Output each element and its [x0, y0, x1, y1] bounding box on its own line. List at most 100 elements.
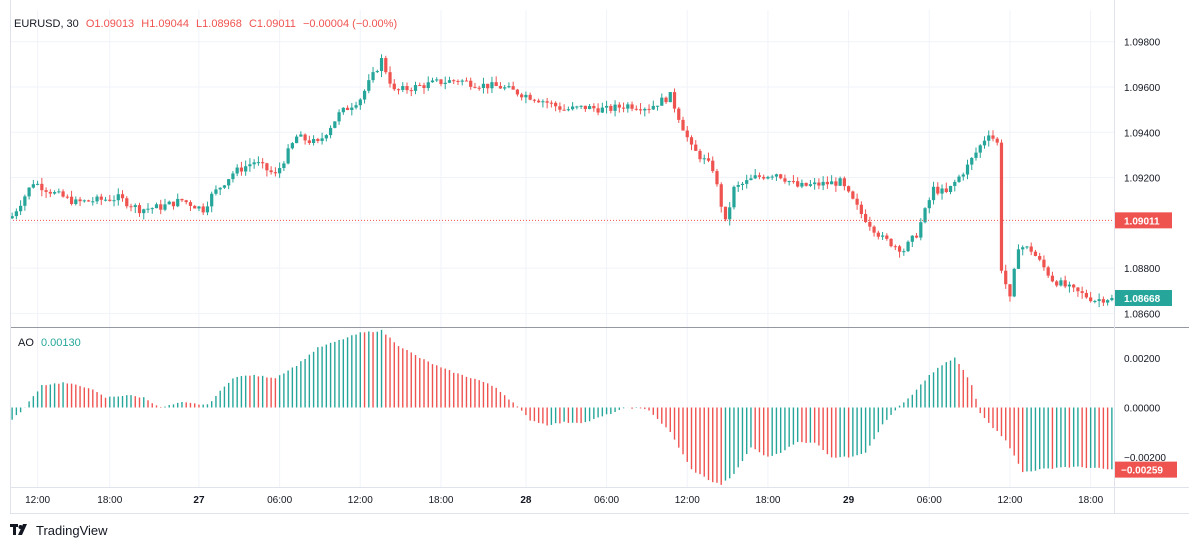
candle-body — [677, 108, 681, 120]
symbol-name[interactable]: EURUSD, 30 — [14, 18, 79, 30]
candle-body — [65, 196, 69, 198]
candle-body — [592, 106, 596, 109]
candle-body — [643, 108, 647, 111]
candle-body — [779, 174, 783, 179]
candle-body — [333, 121, 337, 128]
candle-body — [193, 205, 197, 209]
candle-body — [936, 186, 940, 194]
candle-body — [749, 178, 753, 181]
candle-body — [953, 181, 957, 186]
candle-body — [469, 80, 473, 87]
tradingview-logo[interactable]: TradingView — [10, 523, 108, 538]
candle-body — [316, 139, 320, 141]
candle-body — [248, 164, 252, 167]
candle-body — [295, 136, 299, 144]
ao-value: 0.00130 — [40, 337, 81, 349]
candle-body — [961, 174, 965, 177]
candle-body — [456, 80, 460, 82]
candle-body — [617, 104, 621, 108]
candle-body — [830, 181, 834, 185]
candle-body — [507, 86, 511, 88]
candle-body — [681, 119, 685, 131]
candle-body — [481, 83, 486, 88]
candle-body — [702, 158, 706, 160]
candle-body — [82, 200, 86, 202]
candle-body — [1004, 270, 1008, 285]
candle-body — [1089, 297, 1093, 302]
candle-body — [133, 205, 137, 207]
candle-body — [31, 184, 35, 188]
ao-axis-label: 0.00200 — [1124, 354, 1161, 365]
candle-body — [290, 143, 294, 149]
candle-body — [1080, 291, 1084, 293]
candle-body — [464, 80, 469, 82]
price-axis-labels: 1.09800 1.09600 1.09400 1.09200 1.08800 1.086… — [1115, 38, 1172, 320]
candle-body — [689, 137, 694, 145]
candle-body — [452, 80, 456, 82]
candle-body — [817, 182, 821, 186]
candle-body — [706, 158, 711, 161]
candle-body — [511, 86, 515, 90]
candle-body — [931, 186, 936, 201]
candle-body — [757, 175, 762, 177]
candle-body — [1042, 259, 1046, 268]
candle-body — [218, 187, 222, 190]
candle-body — [558, 106, 562, 110]
candle-body — [876, 232, 880, 237]
candle-body — [999, 142, 1004, 271]
candle-body — [736, 184, 740, 187]
candle-body — [863, 214, 868, 222]
candle-body — [694, 144, 698, 151]
candle-body — [880, 235, 885, 237]
candle-body — [341, 107, 345, 113]
candle-body — [613, 104, 617, 111]
candle-body — [99, 196, 103, 200]
ao-legend: AO 0.00130 — [18, 337, 85, 349]
price-axis-label: 1.08800 — [1124, 264, 1161, 275]
brand-name: TradingView — [36, 523, 108, 538]
time-axis-label: 28 — [520, 495, 532, 506]
candle-body — [554, 102, 558, 107]
candle-body — [672, 92, 677, 109]
candle-body — [995, 138, 999, 143]
candle-body — [1012, 268, 1016, 297]
candle-body — [838, 178, 842, 186]
candle-body — [61, 191, 65, 197]
candle-body — [974, 152, 978, 158]
time-axis-label: 12:00 — [25, 495, 50, 506]
candle-body — [571, 106, 575, 110]
time-axis-labels: 12:00 18:00 27 06:00 12:00 18:00 28 06:00 12:00 1… — [25, 495, 1104, 506]
candle-body — [1055, 281, 1059, 286]
candle-body — [1046, 267, 1050, 276]
ao-name[interactable]: AO — [18, 337, 34, 349]
candle-body — [405, 86, 409, 91]
candle-body — [350, 107, 354, 111]
candle-body — [545, 101, 549, 103]
close-value: C1.09011 — [248, 18, 296, 30]
candle-body — [791, 181, 796, 183]
candle-body — [1067, 284, 1072, 287]
price-axis-label: 1.08600 — [1124, 309, 1161, 320]
candle-body — [579, 105, 583, 107]
candle-body — [379, 58, 384, 72]
candle-body — [14, 211, 18, 217]
candle-body — [205, 206, 210, 213]
candle-body — [965, 164, 970, 175]
candle-body — [655, 105, 660, 107]
candle-body — [537, 100, 541, 103]
candle-body — [311, 139, 316, 143]
candle-body — [244, 166, 248, 172]
candle-body — [609, 105, 613, 111]
candle-body — [413, 85, 418, 91]
candle-body — [1106, 300, 1110, 303]
ao-value-badge-text: −0.00259 — [1121, 466, 1163, 477]
candle-body — [664, 97, 668, 103]
last-price-badge-text: 1.08668 — [1124, 294, 1161, 305]
candle-body — [698, 150, 702, 160]
time-axis-label: 06:00 — [267, 495, 292, 506]
candle-body — [286, 148, 290, 164]
candle-body — [1033, 251, 1038, 256]
candle-body — [948, 185, 953, 193]
candle-body — [766, 176, 770, 179]
